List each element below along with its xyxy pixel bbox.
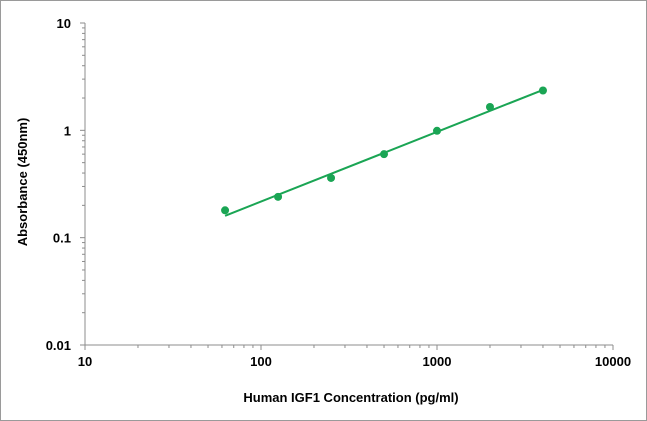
major-ticks	[80, 22, 614, 350]
data-point	[538, 86, 547, 95]
minor-ticks	[82, 27, 606, 348]
y-tick-label: 1	[64, 123, 71, 138]
y-tick-label: 10	[57, 16, 71, 31]
data-point	[221, 206, 230, 215]
x-tick-label: 10000	[595, 354, 631, 369]
y-tick-labels: 0.01 0.1 1 10	[46, 16, 71, 353]
y-tick-label: 0.01	[46, 338, 71, 353]
x-tick-label: 10	[78, 354, 92, 369]
x-axis-title: Human IGF1 Concentration (pg/ml)	[243, 390, 458, 405]
y-axis-title: Absorbance (450nm)	[15, 118, 30, 247]
data-point	[327, 173, 336, 182]
data-point	[485, 102, 494, 111]
x-tick-labels: 10 100 1000 10000	[78, 354, 631, 369]
data-point	[274, 192, 283, 201]
data-points	[221, 86, 547, 215]
data-point	[380, 150, 389, 159]
data-point	[433, 126, 441, 135]
x-tick-label: 100	[250, 354, 272, 369]
y-tick-label: 0.1	[53, 231, 71, 246]
x-tick-label: 1000	[423, 354, 452, 369]
